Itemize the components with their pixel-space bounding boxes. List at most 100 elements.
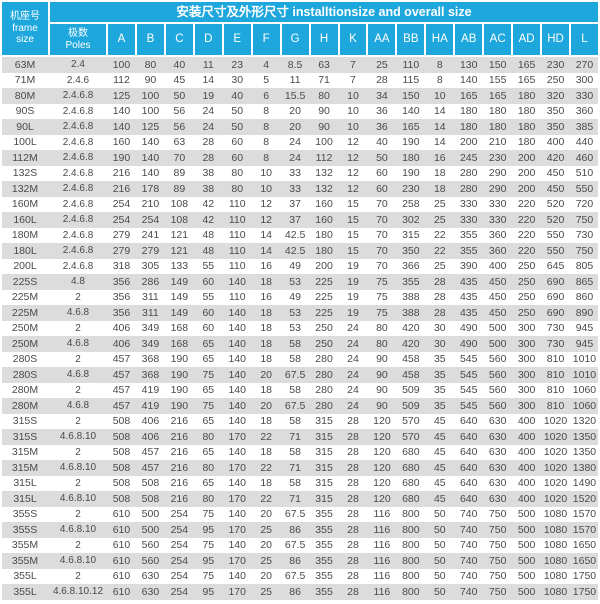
- poles-cell: 2: [75, 322, 81, 334]
- dim-cell: 180: [488, 105, 507, 118]
- dim-cell: 50: [173, 89, 186, 102]
- poles-cell: 2: [75, 384, 81, 396]
- dim-cell: 245: [459, 151, 478, 164]
- dim-cell: 508: [112, 461, 131, 474]
- dim-cell: 180: [517, 136, 536, 149]
- dim-cell: 140: [141, 167, 160, 180]
- dim-cell: 254: [170, 570, 189, 583]
- table-row: 250M 4.6.8 406 349 168 65 140 18 58 250 24 80 420 30 4…: [2, 336, 598, 352]
- dim-cell: 800: [402, 585, 420, 598]
- dim-cell: 545: [459, 368, 478, 381]
- dim-cell: 24: [202, 105, 215, 118]
- dim-cell: 10: [433, 89, 446, 102]
- dim-cell: 750: [488, 585, 507, 598]
- dim-cell: 155: [488, 74, 507, 87]
- table-title: 安装尺寸及外形尺寸 installtionsize and overall si…: [50, 2, 598, 22]
- dim-cell: 216: [170, 492, 189, 505]
- poles-cell: 2.4.6.8: [62, 198, 94, 210]
- dim-cell: 56: [173, 120, 186, 133]
- dim-cell: 28: [347, 446, 359, 459]
- dim-cell: 168: [170, 322, 189, 335]
- dim-cell: 100: [141, 89, 160, 102]
- poles-cell: 2.4: [71, 59, 85, 71]
- dim-cell: 286: [141, 275, 160, 288]
- dim-cell: 315: [315, 477, 333, 490]
- frame-size-cell: 250M: [11, 322, 39, 335]
- dim-cell: 70: [376, 229, 388, 242]
- dim-cell: 180: [315, 229, 333, 242]
- dim-cell: 28: [347, 477, 359, 490]
- dim-cell: 18: [260, 275, 272, 288]
- table-row: 315L 2 508 508 216 65 140 18 58 315 28 120 680 45 640 6…: [2, 475, 598, 491]
- dim-cell: 457: [112, 384, 131, 397]
- dim-cell: 315: [315, 492, 333, 505]
- dim-cell: 560: [141, 539, 160, 552]
- frame-size-cell: 280S: [12, 368, 38, 381]
- dim-cell: 28: [347, 539, 359, 552]
- dim-cell: 18: [260, 306, 272, 319]
- dim-cell: 368: [141, 368, 160, 381]
- dim-cell: 140: [402, 105, 420, 118]
- dim-cell: 435: [459, 275, 478, 288]
- dim-cell: 230: [546, 58, 565, 71]
- dim-cell: 520: [546, 198, 565, 211]
- dim-cell: 500: [517, 539, 536, 552]
- dim-cell: 750: [488, 508, 507, 521]
- dim-cell: 23: [231, 58, 244, 71]
- dim-cell: 60: [202, 306, 215, 319]
- dim-cell: 14: [260, 229, 272, 242]
- dim-cell: 630: [488, 430, 507, 443]
- dim-cell: 24: [289, 151, 301, 164]
- poles-header-en: Poles: [65, 39, 91, 51]
- dim-cell: 360: [488, 244, 507, 257]
- dim-cell: 1080: [543, 554, 568, 567]
- dim-cell: 140: [228, 306, 246, 319]
- dim-cell: 216: [112, 182, 131, 195]
- poles-cell: 4.6.8.10: [59, 555, 97, 567]
- dim-cell: 36: [376, 120, 388, 133]
- dim-cell: 38: [202, 182, 215, 195]
- dim-cell: 216: [112, 167, 131, 180]
- dim-cell: 280: [459, 167, 478, 180]
- dim-cell: 70: [376, 198, 388, 211]
- dim-cell: 200: [315, 260, 333, 273]
- dim-cell: 305: [141, 260, 160, 273]
- dim-cell: 178: [141, 182, 160, 195]
- dim-cell: 190: [170, 399, 189, 412]
- dim-cell: 28: [347, 585, 359, 598]
- dim-cell: 34: [376, 89, 388, 102]
- dim-cell: 25: [260, 523, 272, 536]
- poles-cell: 2.4.6.8: [62, 167, 94, 179]
- frame-size-cell: 355M: [11, 539, 39, 552]
- dim-cell: 6: [263, 89, 270, 102]
- dim-cell: 254: [141, 213, 160, 226]
- dim-cell: 520: [546, 213, 565, 226]
- dim-cell: 140: [228, 539, 246, 552]
- dim-cell: 388: [402, 306, 420, 319]
- dim-cell: 12: [260, 213, 272, 226]
- dim-cell: 22: [260, 492, 272, 505]
- dim-cell: 160: [315, 198, 333, 211]
- dim-cell: 500: [141, 523, 160, 536]
- dim-cell: 406: [141, 430, 160, 443]
- dim-cell: 450: [546, 182, 565, 195]
- dim-cell: 116: [373, 570, 391, 583]
- dim-cell: 90: [318, 105, 330, 118]
- dim-cell: 116: [373, 585, 391, 598]
- dim-cell: 19: [347, 306, 359, 319]
- col-header-L: L: [571, 24, 598, 55]
- table-row: 355S 4.6.8.10 610 500 254 95 170 25 86 355 28 116 80…: [2, 522, 598, 538]
- dim-cell: 15.5: [284, 89, 306, 102]
- dim-cell: 419: [141, 399, 160, 412]
- dim-cell: 95: [202, 523, 215, 536]
- dim-cell: 8: [263, 151, 270, 164]
- dim-cell: 225: [315, 275, 333, 288]
- dim-cell: 70: [376, 260, 388, 273]
- dim-cell: 65: [202, 415, 215, 428]
- dim-cell: 315: [315, 415, 333, 428]
- dim-cell: 368: [141, 353, 160, 366]
- dim-cell: 90: [376, 384, 388, 397]
- dim-cell: 125: [112, 89, 131, 102]
- dim-cell: 14: [433, 105, 446, 118]
- dim-cell: 132: [315, 167, 333, 180]
